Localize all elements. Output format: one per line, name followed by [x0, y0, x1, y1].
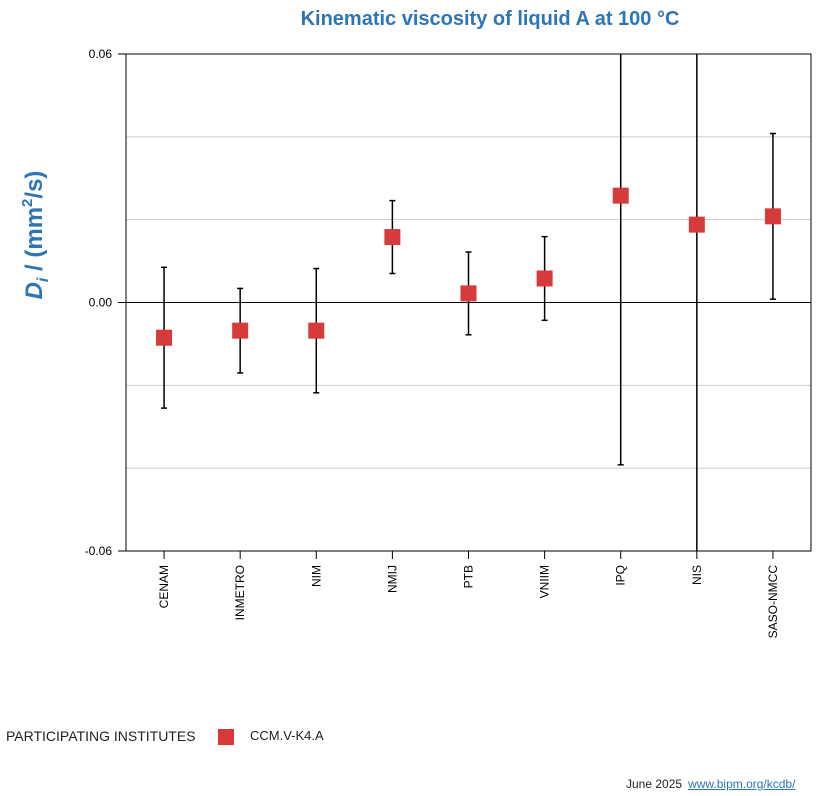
chart-title: Kinematic viscosity of liquid A at 100 °…	[300, 8, 680, 30]
footer-date: June 2025	[626, 777, 683, 791]
kcdb-link[interactable]: www.bipm.org/kcdb/	[688, 777, 796, 791]
ylabel-unit-sup: 2	[19, 199, 36, 207]
data-point	[612, 187, 629, 204]
data-point	[460, 285, 477, 302]
data-point	[232, 322, 249, 339]
y-tick-label: 0.06	[89, 47, 113, 61]
x-tick-label: NIM	[309, 565, 323, 587]
ylabel-main: D	[21, 282, 48, 299]
ylabel-unit-suffix: /s)	[21, 171, 48, 199]
x-tick-label: NIS	[690, 565, 704, 585]
data-point	[384, 229, 401, 246]
x-tick-label: SASO-NMCC	[766, 565, 780, 639]
svg-text:Di / (mm2/s): Di / (mm2/s)	[19, 171, 52, 300]
data-point	[536, 270, 553, 287]
data-point	[156, 329, 173, 346]
x-tick-label: NMIJ	[385, 565, 399, 593]
y-axis-label: Di / (mm2/s)	[19, 171, 52, 300]
ylabel-sub: i	[35, 277, 52, 282]
x-tick-label: VNIIM	[538, 565, 552, 598]
x-tick-label: INMETRO	[233, 565, 247, 620]
legend-series-label: CCM.V-K4.A	[250, 728, 324, 743]
plot-area: 0.06 0.00 -0.06 CENAM INMETRO NIM NMIJ PTB VNIIM…	[85, 47, 812, 639]
x-tick-label: CENAM	[157, 565, 171, 608]
legend-swatch	[218, 729, 234, 745]
y-tick-label: 0.00	[89, 296, 113, 310]
data-point	[308, 322, 325, 339]
y-tick-label: -0.06	[85, 544, 113, 558]
ylabel-unit-prefix: / (mm	[21, 207, 48, 278]
x-tick-label: PTB	[462, 565, 476, 588]
data-point	[688, 216, 705, 233]
legend-heading: PARTICIPATING INSTITUTES	[6, 728, 196, 744]
x-tick-label: IPQ	[614, 565, 628, 586]
footer: June 2025 www.bipm.org/kcdb/	[626, 777, 795, 791]
data-point	[764, 208, 781, 225]
